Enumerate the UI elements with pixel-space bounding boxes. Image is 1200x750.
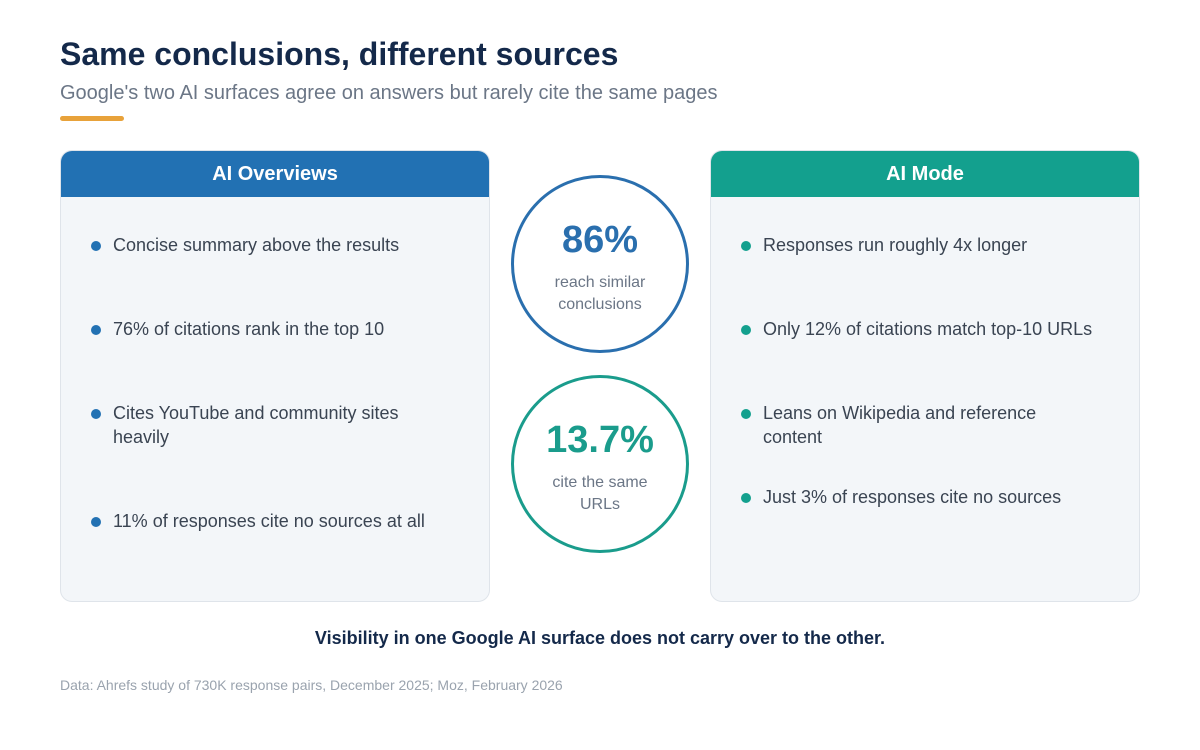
list-item: 11% of responses cite no sources at all bbox=[89, 509, 449, 593]
stat-label: reach similar conclusions bbox=[554, 274, 646, 313]
page-title: Same conclusions, different sources bbox=[60, 36, 619, 72]
ai-overviews-panel: AI Overviews Concise summary above the r… bbox=[60, 150, 490, 602]
accent-divider bbox=[60, 116, 124, 121]
source-note: Data: Ahrefs study of 730K response pair… bbox=[60, 677, 563, 693]
list-item-text: Just 3% of responses cite no sources bbox=[763, 487, 1062, 507]
conclusion-text: Visibility in one Google AI surface does… bbox=[314, 628, 886, 648]
same-urls-stat: 13.7% cite the same URLs bbox=[511, 375, 689, 553]
list-item-text: Leans on Wikipedia and reference content bbox=[763, 403, 1037, 447]
bullet-icon bbox=[91, 325, 101, 335]
list-item: Just 3% of responses cite no sources bbox=[739, 485, 1099, 569]
bullet-icon bbox=[91, 517, 101, 527]
ai-mode-header: AI Mode bbox=[711, 151, 1139, 197]
list-item: Responses run roughly 4x longer bbox=[739, 233, 1099, 317]
bullet-icon bbox=[91, 241, 101, 251]
bullet-icon bbox=[91, 409, 101, 419]
bullet-icon bbox=[741, 241, 751, 251]
page-subtitle: Google's two AI surfaces agree on answer… bbox=[60, 82, 718, 104]
list-item: Leans on Wikipedia and reference content bbox=[739, 401, 1099, 485]
stat-value: 86% bbox=[561, 219, 639, 261]
bullet-icon bbox=[741, 409, 751, 419]
list-item: Concise summary above the results bbox=[89, 233, 449, 317]
bullet-icon bbox=[741, 325, 751, 335]
list-item: 76% of citations rank in the top 10 bbox=[89, 317, 449, 401]
stat-value: 13.7% bbox=[546, 419, 654, 461]
ai-overviews-list: Concise summary above the results 76% of… bbox=[61, 197, 489, 593]
bullet-icon bbox=[741, 493, 751, 503]
stat-label: cite the same URLs bbox=[552, 474, 648, 513]
ai-overviews-header: AI Overviews bbox=[61, 151, 489, 197]
list-item-text: Cites YouTube and community sites heavil… bbox=[113, 403, 399, 447]
ai-mode-panel: AI Mode Responses run roughly 4x longer … bbox=[710, 150, 1140, 602]
similar-conclusions-stat: 86% reach similar conclusions bbox=[511, 175, 689, 353]
list-item-text: 76% of citations rank in the top 10 bbox=[113, 319, 385, 339]
list-item-text: Concise summary above the results bbox=[113, 235, 400, 255]
list-item-text: Only 12% of citations match top-10 URLs bbox=[763, 319, 1093, 339]
ai-mode-list: Responses run roughly 4x longer Only 12%… bbox=[711, 197, 1139, 569]
list-item-text: Responses run roughly 4x longer bbox=[763, 235, 1028, 255]
list-item: Only 12% of citations match top-10 URLs bbox=[739, 317, 1099, 401]
list-item-text: 11% of responses cite no sources at all bbox=[113, 511, 425, 531]
list-item: Cites YouTube and community sites heavil… bbox=[89, 401, 449, 509]
